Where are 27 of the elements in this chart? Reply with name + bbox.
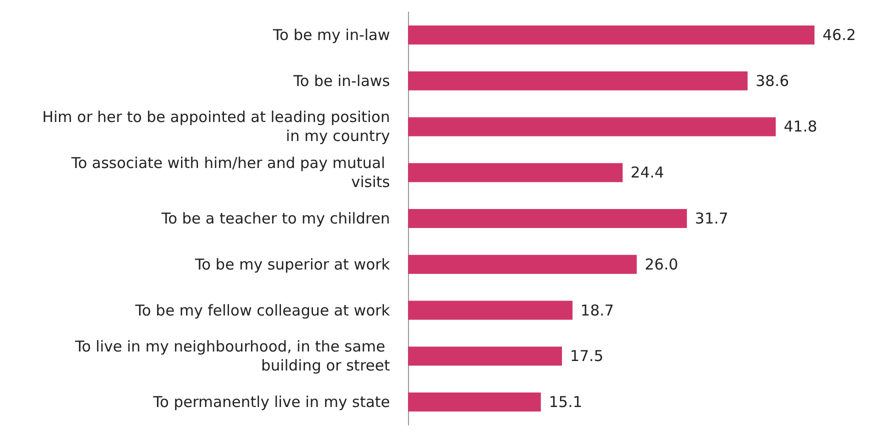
- y-tick-label: To associate with him/her and pay mutual visits: [70, 154, 390, 192]
- data-label: 15.1: [548, 393, 582, 412]
- bar: [408, 300, 573, 320]
- bar: [408, 163, 623, 182]
- bar: [408, 71, 748, 90]
- y-tick-label: To be a teacher to my children: [160, 210, 390, 228]
- y-tick-label: Him or her to be appointed at leading position in my country: [42, 108, 390, 146]
- y-tick-label: To be my fellow colleague at work: [134, 301, 390, 320]
- data-label: 41.8: [784, 118, 818, 136]
- bar: [408, 209, 687, 228]
- bar: [408, 25, 814, 44]
- data-label: 17.5: [570, 347, 604, 366]
- data-label: 24.4: [630, 164, 664, 182]
- bar: [408, 346, 562, 366]
- data-label: 26.0: [644, 255, 678, 274]
- data-label: 46.2: [822, 26, 856, 44]
- bar: [408, 254, 637, 274]
- y-tick-label: To permanently live in my state: [152, 393, 390, 412]
- data-label: 31.7: [694, 210, 728, 228]
- y-tick-label: To be my superior at work: [194, 255, 390, 274]
- y-tick-label: To be my in-law: [272, 26, 390, 44]
- data-label: 38.6: [756, 72, 790, 90]
- bar: [408, 392, 541, 412]
- y-tick-label: To be in-laws: [292, 72, 390, 90]
- bar: [408, 117, 776, 136]
- data-label: 18.7: [580, 301, 614, 320]
- y-tick-label: To live in my neighbourhood, in the same building or street: [74, 338, 390, 375]
